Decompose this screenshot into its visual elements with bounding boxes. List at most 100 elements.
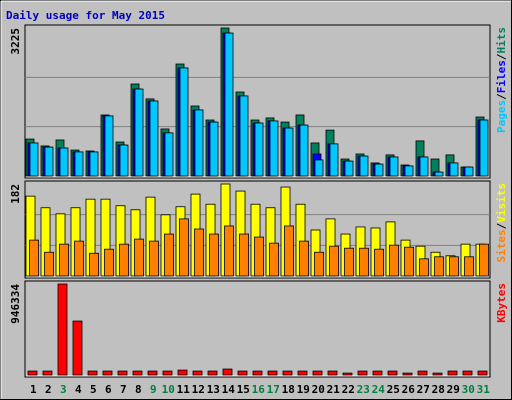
bar (284, 225, 294, 277)
bar (149, 100, 159, 177)
bar (344, 247, 354, 277)
legend-entry: Visits (495, 183, 508, 223)
y-tick-label: 946334 (9, 284, 22, 324)
bar (254, 236, 264, 277)
y-axis-label-group: 182 (9, 184, 22, 204)
bar (359, 155, 369, 177)
bar (209, 121, 219, 177)
y-tick-label: 182 (9, 184, 22, 204)
bar (449, 162, 459, 177)
bar (209, 233, 219, 277)
bar (464, 256, 474, 277)
bar (27, 370, 38, 376)
bar (44, 251, 54, 277)
bar (359, 247, 369, 277)
bar (224, 225, 234, 277)
x-tick-label: 29 (447, 383, 460, 396)
bar (327, 370, 338, 376)
x-tick-label: 6 (105, 383, 112, 396)
bar (192, 370, 203, 376)
y-axis-label-group: 946334 (9, 284, 22, 324)
bar (312, 370, 323, 376)
x-tick-label: 3 (60, 383, 67, 396)
bar (194, 109, 204, 177)
bar (89, 252, 99, 277)
x-tick-label: 5 (90, 383, 97, 396)
bar (117, 370, 128, 376)
legend-separator: / (495, 222, 508, 229)
bar (269, 120, 279, 177)
bar (374, 163, 384, 177)
legend: KBytes (495, 283, 508, 323)
bar (372, 370, 383, 376)
bar (342, 372, 353, 376)
bar (314, 251, 324, 277)
bar (329, 245, 339, 277)
x-tick-label: 21 (327, 383, 341, 396)
bar (404, 165, 414, 177)
bar (57, 283, 68, 376)
legend: Pages/Files/Hits (495, 27, 508, 133)
bar (164, 233, 174, 277)
bar (87, 370, 98, 376)
bar (104, 115, 114, 177)
legend-entry: KBytes (495, 283, 508, 323)
bar (72, 320, 83, 376)
bar (119, 243, 129, 277)
legend-text: Sites/Visits (495, 183, 508, 263)
bar (134, 238, 144, 277)
bar (239, 95, 249, 177)
bar (179, 218, 189, 277)
bar (74, 240, 84, 277)
bar (162, 370, 173, 376)
bar (479, 119, 489, 177)
bar (447, 370, 458, 376)
bar (389, 156, 399, 177)
bar (149, 240, 159, 277)
y-tick-label: 3225 (9, 28, 22, 55)
bar (282, 370, 293, 376)
x-tick-label: 31 (477, 383, 491, 396)
x-tick-label: 8 (135, 383, 142, 396)
x-tick-label: 17 (267, 383, 280, 396)
bar (417, 370, 428, 376)
bar (104, 248, 114, 277)
x-tick-label: 20 (312, 383, 325, 396)
bar (59, 243, 69, 277)
bar (432, 372, 443, 376)
bar (44, 146, 54, 177)
x-tick-label: 15 (237, 383, 250, 396)
bar (299, 240, 309, 277)
x-tick-label: 4 (75, 383, 82, 396)
bar (207, 370, 218, 376)
x-tick-label: 27 (417, 383, 430, 396)
bar (434, 171, 444, 177)
legend-entry: Hits (495, 27, 508, 54)
bar (462, 370, 473, 376)
bar (147, 370, 158, 376)
bar (464, 166, 474, 177)
bar (404, 246, 414, 277)
legend-text: Pages/Files/Hits (495, 27, 508, 133)
bar (29, 239, 39, 277)
bar (74, 151, 84, 177)
x-tick-label: 16 (252, 383, 266, 396)
bar (284, 127, 294, 177)
bar (252, 370, 263, 376)
x-tick-label: 23 (357, 383, 370, 396)
bar (102, 370, 113, 376)
x-tick-label: 2 (45, 383, 52, 396)
bar (402, 372, 413, 376)
legend-entry: Files (495, 60, 508, 93)
x-tick-label: 1 (30, 383, 37, 396)
bar (329, 143, 339, 177)
bar (179, 67, 189, 177)
x-tick-label: 14 (222, 383, 236, 396)
bar (254, 122, 264, 177)
x-tick-label: 12 (192, 383, 205, 396)
bar (224, 32, 234, 177)
bar (374, 248, 384, 277)
x-tick-label: 26 (402, 383, 416, 396)
bar (239, 233, 249, 277)
